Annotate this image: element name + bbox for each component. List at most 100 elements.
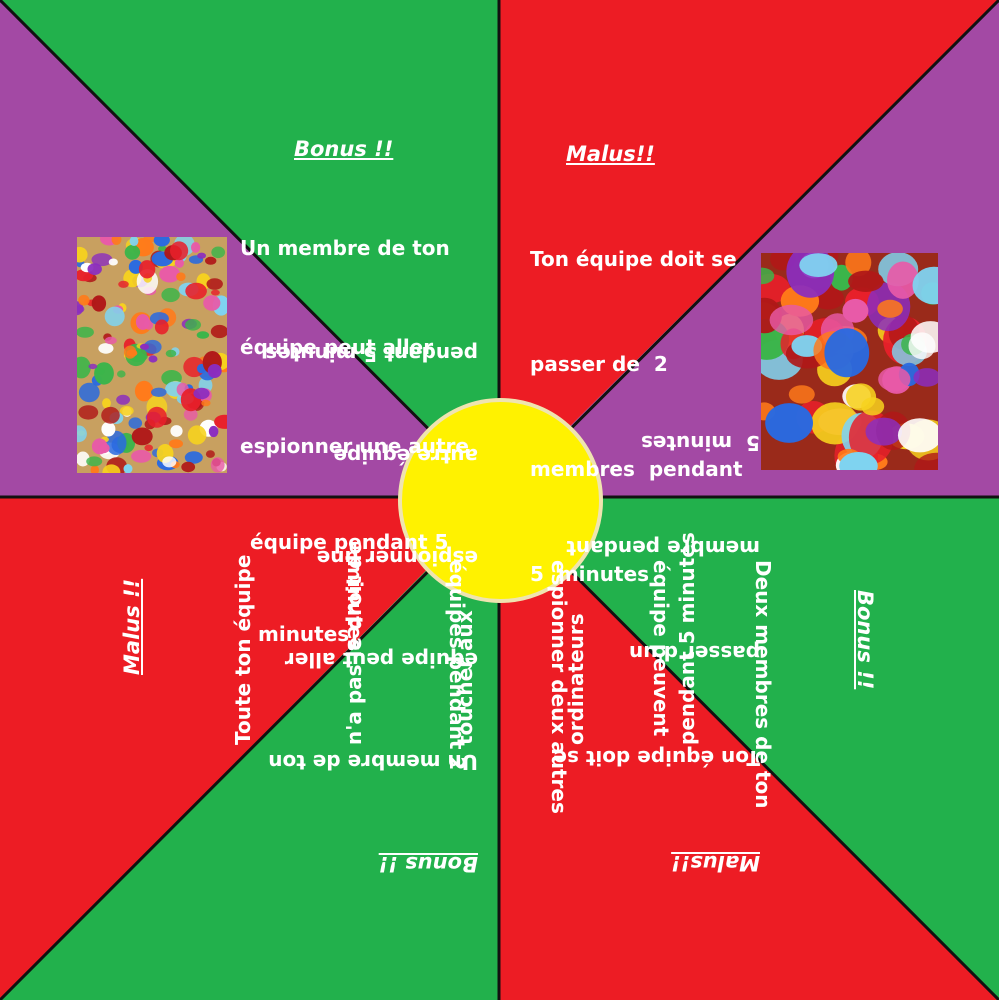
candy-piece — [191, 242, 201, 253]
card-left: Malus !! Toute ton équipe n'a pas le dro… — [40, 525, 699, 745]
card-bottom-left: Bonus !! Un membre de ton équipe peut al… — [248, 342, 478, 949]
card-bottom-right: Malus!! Ton équipe doit se passer d'un m… — [530, 431, 760, 950]
candy-piece — [77, 425, 87, 443]
candy-piece — [159, 265, 181, 283]
candy-piece — [77, 246, 88, 263]
candy-piece — [897, 418, 938, 453]
candy-piece — [128, 417, 143, 429]
candy-piece — [839, 452, 878, 470]
candy-piece — [153, 237, 170, 247]
candy-piece — [765, 403, 813, 443]
candy-piece — [144, 444, 153, 452]
candy-piece — [214, 414, 227, 429]
candy-piece — [148, 355, 158, 363]
candy-piece — [174, 258, 184, 268]
candy-piece — [154, 319, 169, 335]
card-line: toucher aux — [453, 610, 477, 745]
candy-piece — [845, 253, 872, 277]
spinner-center[interactable] — [398, 398, 603, 603]
candy-piece — [116, 394, 130, 405]
candy-piece — [139, 343, 150, 350]
card-top-right: Malus!! Ton équipe doit se passer de 2 m… — [530, 67, 770, 662]
candy-piece — [170, 241, 189, 261]
card-heading: Malus !! — [120, 578, 144, 675]
card-line: Toute ton équipe — [231, 554, 255, 745]
candy-piece — [143, 339, 162, 354]
card-heading: Bonus !! — [294, 137, 394, 161]
candy-piece — [129, 237, 139, 246]
candy-piece — [90, 465, 99, 473]
candy-piece — [848, 270, 884, 292]
candy-piece — [176, 272, 186, 281]
candy-piece — [111, 237, 122, 245]
candy-piece — [206, 278, 223, 290]
candy-piece — [842, 298, 869, 323]
candy-piece — [118, 280, 129, 288]
candy-piece — [104, 306, 125, 327]
card-line: passer de 2 — [530, 352, 668, 376]
candy-piece — [104, 336, 117, 345]
candy-piece — [78, 405, 99, 420]
candy-piece — [87, 263, 102, 275]
candy-piece — [208, 425, 219, 438]
candy-piece — [91, 295, 107, 312]
candy-piece — [101, 421, 116, 437]
candy-piece — [77, 326, 94, 338]
candy-piece — [196, 331, 210, 339]
candy-piece — [181, 461, 196, 473]
candy-piece — [78, 382, 100, 403]
candy-piece — [88, 363, 98, 370]
candy-piece — [95, 368, 105, 375]
candy-piece — [211, 289, 220, 296]
candy-piece — [170, 425, 183, 437]
candy-piece — [207, 364, 222, 378]
candy-photo-icon — [77, 237, 227, 473]
candy-piece — [102, 464, 121, 473]
candy-piece — [91, 438, 108, 455]
candy-piece — [131, 449, 152, 463]
candy-piece — [912, 266, 938, 305]
candy-piece — [91, 253, 113, 267]
candy-piece — [105, 430, 127, 455]
candy-piece — [78, 294, 90, 306]
candy-image-right — [761, 253, 938, 470]
candy-piece — [197, 252, 206, 259]
candy-piece — [761, 267, 775, 285]
card-line: membres pendant — [530, 457, 743, 481]
candy-piece — [201, 399, 211, 407]
card-line: 5 minutes — [530, 562, 650, 586]
candy-piece — [135, 314, 150, 330]
candy-image-left — [77, 237, 227, 473]
candy-piece — [210, 457, 225, 473]
candy-piece — [887, 261, 919, 299]
candy-piece — [138, 260, 156, 279]
candy-piece — [161, 287, 180, 303]
card-heading: Bonus !! — [853, 590, 877, 690]
candy-piece — [184, 451, 203, 464]
candy-photo-icon — [761, 253, 938, 470]
card-line: équipe pendant 5 — [250, 530, 449, 554]
candy-piece — [203, 295, 221, 311]
candy-piece — [205, 450, 215, 458]
card-line: espionner une autre — [240, 434, 469, 458]
candy-piece — [210, 324, 227, 339]
candy-piece — [98, 343, 114, 354]
card-heading: Bonus !! — [378, 852, 478, 876]
card-line: équipe peut aller — [240, 335, 434, 359]
candy-piece — [169, 439, 183, 449]
candy-piece — [187, 425, 207, 445]
candy-piece — [77, 356, 91, 379]
candy-piece — [151, 387, 167, 397]
card-line: autre équipe — [333, 444, 478, 468]
candy-piece — [123, 464, 133, 473]
card-line: pendant 5 minutes — [675, 532, 699, 745]
card-line: Un membre de ton — [268, 750, 478, 774]
candy-piece — [123, 345, 137, 359]
candy-piece — [158, 245, 167, 252]
card-line: Ton équipe doit se — [530, 247, 737, 271]
candy-piece — [193, 387, 210, 400]
candy-piece — [119, 405, 134, 416]
candy-piece — [878, 367, 911, 392]
candy-piece — [914, 452, 938, 470]
